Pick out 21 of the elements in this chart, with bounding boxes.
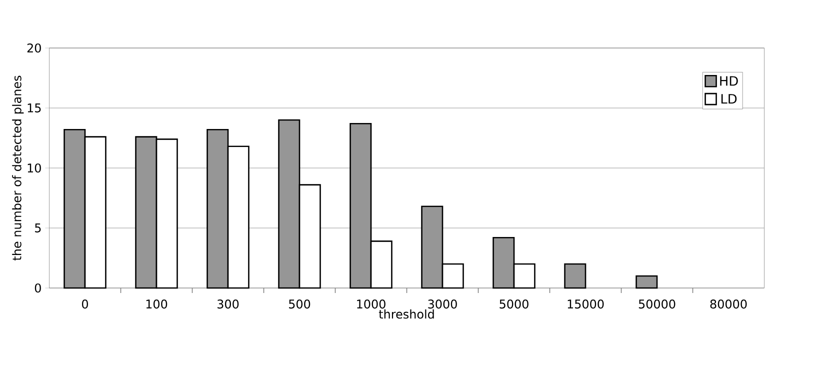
y-tick-label: 5 [35,224,41,232]
y-tick-label: 10 [28,163,41,173]
legend-label: LD [721,94,737,104]
x-tick-label: 3000 [428,300,457,309]
y-tick-label: 15 [28,104,41,112]
x-tick-label: 100 [146,300,168,309]
x-tick-label: 5000 [500,300,528,309]
x-tick-label: 50000 [638,300,676,309]
x-tick-label: 300 [218,300,239,309]
x-axis-title: threshold [378,309,434,319]
y-axis-title: the number of detected planes [12,76,24,260]
x-tick-label: 15000 [568,300,604,309]
bar [564,263,586,289]
x-tick-label: 1000 [357,300,386,309]
y-tick-label: 20 [27,43,41,53]
y-tick-label: 0 [34,283,41,293]
legend-label: HD [720,76,738,86]
x-tick-label: 500 [289,300,310,309]
x-tick-label: 80000 [710,300,747,309]
x-tick-label: 0 [82,300,88,309]
bar [636,275,658,289]
